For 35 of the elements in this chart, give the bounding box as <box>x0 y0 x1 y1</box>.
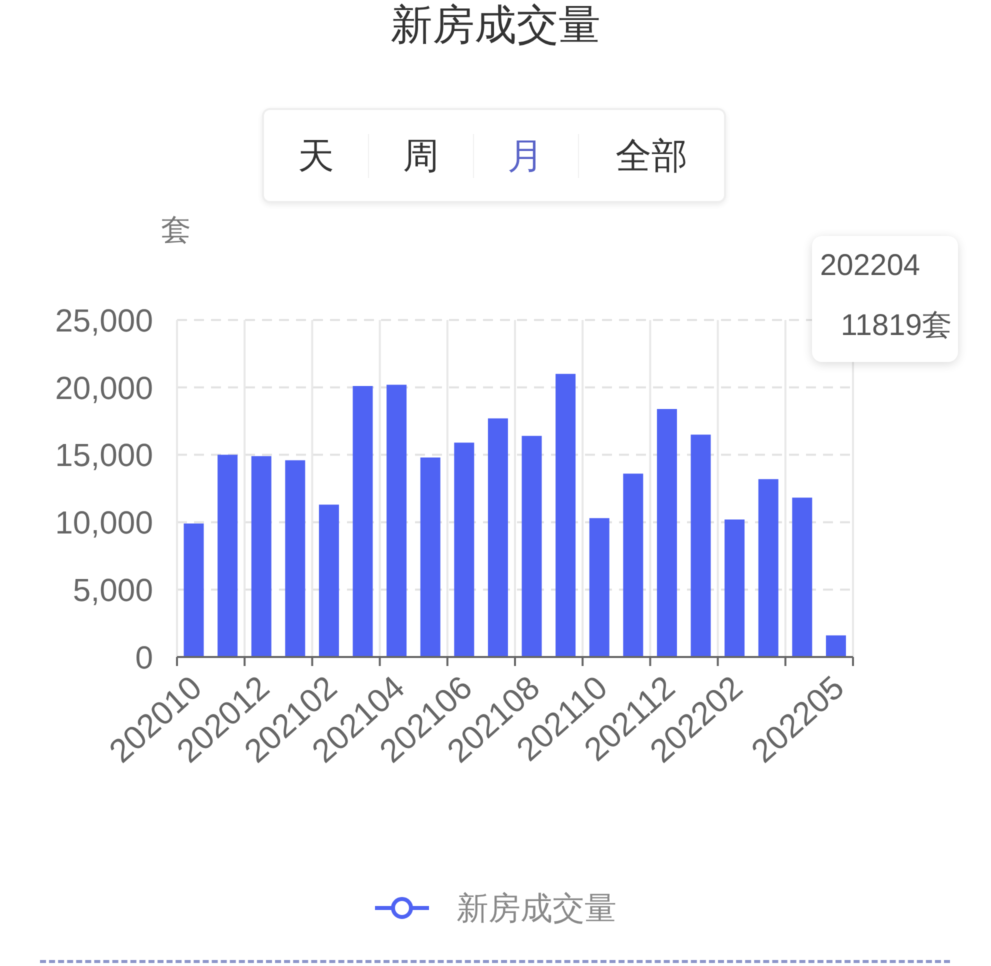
bar <box>556 374 576 657</box>
bar <box>826 635 846 657</box>
y-tick-label: 25,000 <box>55 302 153 338</box>
bar <box>454 442 474 657</box>
text: 全部 <box>578 134 724 178</box>
bar <box>488 418 508 657</box>
bar <box>522 436 542 657</box>
bar <box>184 524 204 657</box>
bar <box>218 454 238 657</box>
y-tick-label: 5,000 <box>72 572 153 608</box>
bar <box>352 386 373 657</box>
y-tick-label: 20,000 <box>55 370 153 406</box>
text: 周 <box>368 134 473 178</box>
bar <box>386 384 407 657</box>
bar <box>251 456 272 657</box>
annotation: 11819套 <box>840 308 952 344</box>
bar <box>623 474 644 657</box>
text: 天 <box>296 134 335 178</box>
bar <box>758 479 778 657</box>
bar <box>656 408 677 657</box>
bar <box>792 498 812 657</box>
bar <box>318 504 339 657</box>
bar <box>420 457 440 657</box>
y-axis-title: 套 <box>161 213 191 249</box>
y-tick-label: 10,000 <box>55 504 153 541</box>
chart-title: 新房成交量 <box>390 1 602 48</box>
y-tick-label: 15,000 <box>55 437 153 474</box>
y-tick-label: 0 <box>135 639 153 676</box>
bar <box>589 518 610 657</box>
bar <box>690 434 711 657</box>
bar <box>724 520 745 657</box>
legend-label: 新房成交量 <box>456 889 616 928</box>
text: 月 <box>472 134 578 178</box>
bar <box>285 460 306 657</box>
text: 202204 <box>820 248 922 284</box>
